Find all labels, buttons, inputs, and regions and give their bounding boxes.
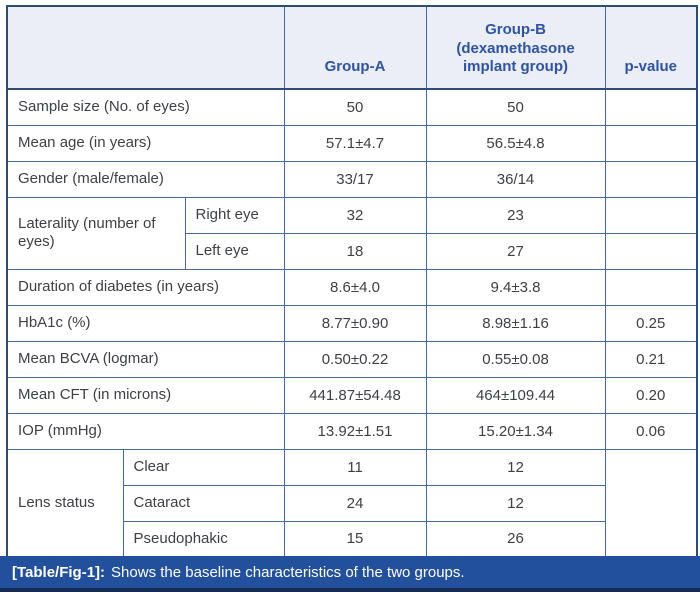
sub-row-label: Clear [122, 448, 285, 486]
cell-group-a: 33/17 [283, 160, 427, 198]
cell-group-b: 12 [425, 484, 606, 522]
column-header-p-value: p-value [604, 5, 698, 90]
sub-row-label: Cataract [122, 484, 285, 522]
cell-group-a: 50 [283, 88, 427, 126]
table-caption-bar: [Table/Fig-1]: Shows the baseline charac… [0, 556, 700, 592]
caption-tag: [Table/Fig-1]: [12, 563, 106, 581]
cell-group-b: 8.98±1.16 [425, 304, 606, 342]
header-empty-cell [6, 5, 285, 90]
cell-group-b: 36/14 [425, 160, 606, 198]
cell-p-value: 0.20 [604, 376, 698, 414]
cell-group-b: 15.20±1.34 [425, 412, 606, 450]
cell-group-b: 50 [425, 88, 606, 126]
cell-group-a: 13.92±1.51 [283, 412, 427, 450]
row-label: Duration of diabetes (in years) [6, 268, 285, 306]
cell-group-b: 27 [425, 232, 606, 270]
cell-p-value [604, 268, 698, 306]
cell-group-a: 24 [283, 484, 427, 522]
cell-p-value [604, 160, 698, 198]
cell-group-b: 0.55±0.08 [425, 340, 606, 378]
row-label: Sample size (No. of eyes) [6, 88, 285, 126]
cell-group-a: 15 [283, 520, 427, 558]
row-sample-size: Sample size (No. of eyes) 50 50 [6, 88, 698, 126]
row-label: Mean BCVA (logmar) [6, 340, 285, 378]
row-duration-diabetes: Duration of diabetes (in years) 8.6±4.0 … [6, 268, 698, 306]
row-lens-cataract: Cataract 24 12 [7, 484, 697, 522]
cell-p-value: 0.06 [604, 412, 698, 450]
row-label: IOP (mmHg) [6, 412, 285, 450]
cell-group-a: 8.6±4.0 [283, 268, 427, 306]
cell-group-b: 26 [425, 520, 606, 558]
sub-row-label: Pseudophakic [122, 520, 285, 558]
cell-group-b: 23 [425, 196, 606, 234]
cell-p-value [604, 232, 698, 270]
cell-group-a: 8.77±0.90 [283, 304, 427, 342]
sub-row-label: Right eye [184, 196, 285, 234]
row-label: Mean age (in years) [6, 124, 285, 162]
cell-group-a: 57.1±4.7 [283, 124, 427, 162]
cell-group-b: 464±109.44 [425, 376, 606, 414]
row-hba1c: HbA1c (%) 8.77±0.90 8.98±1.16 0.25 [6, 304, 698, 342]
cell-group-a: 32 [283, 196, 427, 234]
row-lens-pseudophakic: Pseudophakic 15 26 [7, 520, 697, 558]
sub-row-label: Left eye [184, 232, 285, 270]
baseline-characteristics-table: Group-A Group-B (dexamethasone implant g… [6, 5, 699, 558]
row-iop: IOP (mmHg) 13.92±1.51 15.20±1.34 0.06 [6, 412, 698, 450]
cell-group-b: 9.4±3.8 [425, 268, 606, 306]
cell-group-a: 0.50±0.22 [283, 340, 427, 378]
column-header-group-a: Group-A [283, 5, 427, 90]
row-label: HbA1c (%) [6, 304, 285, 342]
row-lens-clear: Lens status Clear 11 12 [6, 448, 698, 558]
cell-group-b: 56.5±4.8 [425, 124, 606, 162]
cell-p-value-merged [604, 448, 698, 558]
row-laterality-left-eye: Left eye 18 27 [7, 232, 698, 270]
header-row: Group-A Group-B (dexamethasone implant g… [6, 5, 698, 90]
cell-group-a: 441.87±54.48 [283, 376, 427, 414]
row-label: Laterality (number of eyes) [6, 196, 186, 270]
cell-group-a: 11 [283, 448, 427, 486]
row-label: Lens status [6, 448, 124, 558]
column-header-group-b: Group-B (dexamethasone implant group) [425, 5, 606, 90]
caption-text: Shows the baseline characteristics of th… [111, 563, 465, 581]
row-label: Mean CFT (in microns) [6, 376, 285, 414]
cell-p-value [604, 88, 698, 126]
cell-p-value: 0.25 [604, 304, 698, 342]
cell-p-value [604, 196, 698, 234]
row-mean-cft: Mean CFT (in microns) 441.87±54.48 464±1… [6, 376, 698, 414]
row-laterality-right-eye: Laterality (number of eyes) Right eye 32… [6, 196, 698, 270]
cell-group-b: 12 [425, 448, 606, 486]
cell-p-value [604, 124, 698, 162]
row-mean-bcva: Mean BCVA (logmar) 0.50±0.22 0.55±0.08 0… [6, 340, 698, 378]
cell-group-a: 18 [283, 232, 427, 270]
row-mean-age: Mean age (in years) 57.1±4.7 56.5±4.8 [6, 124, 698, 162]
row-gender: Gender (male/female) 33/17 36/14 [6, 160, 698, 198]
cell-p-value: 0.21 [604, 340, 698, 378]
row-label: Gender (male/female) [6, 160, 285, 198]
